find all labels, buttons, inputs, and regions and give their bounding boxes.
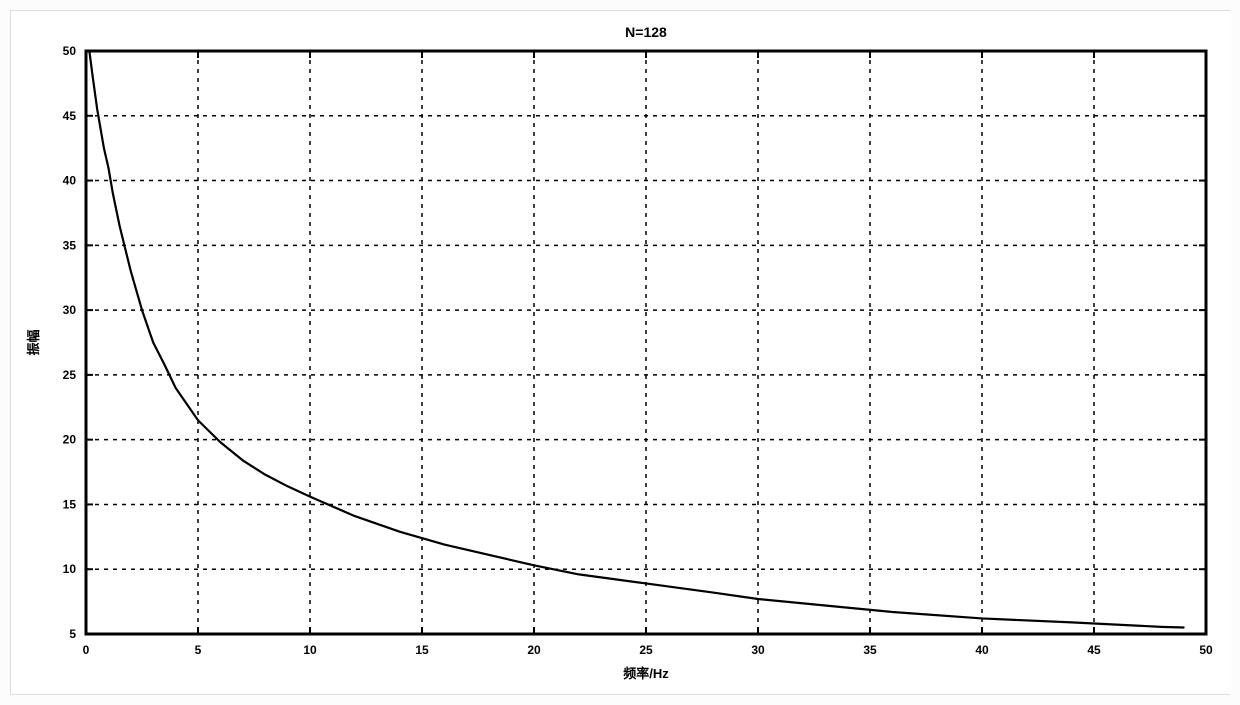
ytick-label: 15 bbox=[63, 497, 77, 511]
ytick-label: 45 bbox=[63, 109, 77, 123]
xtick-label: 20 bbox=[527, 643, 541, 657]
ytick-label: 25 bbox=[63, 368, 77, 382]
chart-container: 051015202530354045505101520253035404550N… bbox=[10, 10, 1230, 695]
xtick-label: 45 bbox=[1087, 643, 1101, 657]
chart-title: N=128 bbox=[625, 24, 667, 40]
xtick-label: 0 bbox=[83, 643, 90, 657]
xtick-label: 35 bbox=[863, 643, 877, 657]
ytick-label: 50 bbox=[63, 44, 77, 58]
y-axis-label: 振幅 bbox=[26, 329, 41, 355]
xtick-label: 40 bbox=[975, 643, 989, 657]
ytick-label: 35 bbox=[63, 238, 77, 252]
ytick-label: 40 bbox=[63, 174, 77, 188]
xtick-label: 50 bbox=[1199, 643, 1213, 657]
ytick-label: 5 bbox=[69, 627, 76, 641]
line-chart: 051015202530354045505101520253035404550N… bbox=[11, 11, 1231, 694]
x-axis-label: 频率/Hz bbox=[623, 666, 669, 681]
xtick-label: 10 bbox=[303, 643, 317, 657]
ytick-label: 30 bbox=[63, 303, 77, 317]
ytick-label: 20 bbox=[63, 433, 77, 447]
xtick-label: 25 bbox=[639, 643, 653, 657]
xtick-label: 5 bbox=[195, 643, 202, 657]
xtick-label: 15 bbox=[415, 643, 429, 657]
xtick-label: 30 bbox=[751, 643, 765, 657]
ytick-label: 10 bbox=[63, 562, 77, 576]
